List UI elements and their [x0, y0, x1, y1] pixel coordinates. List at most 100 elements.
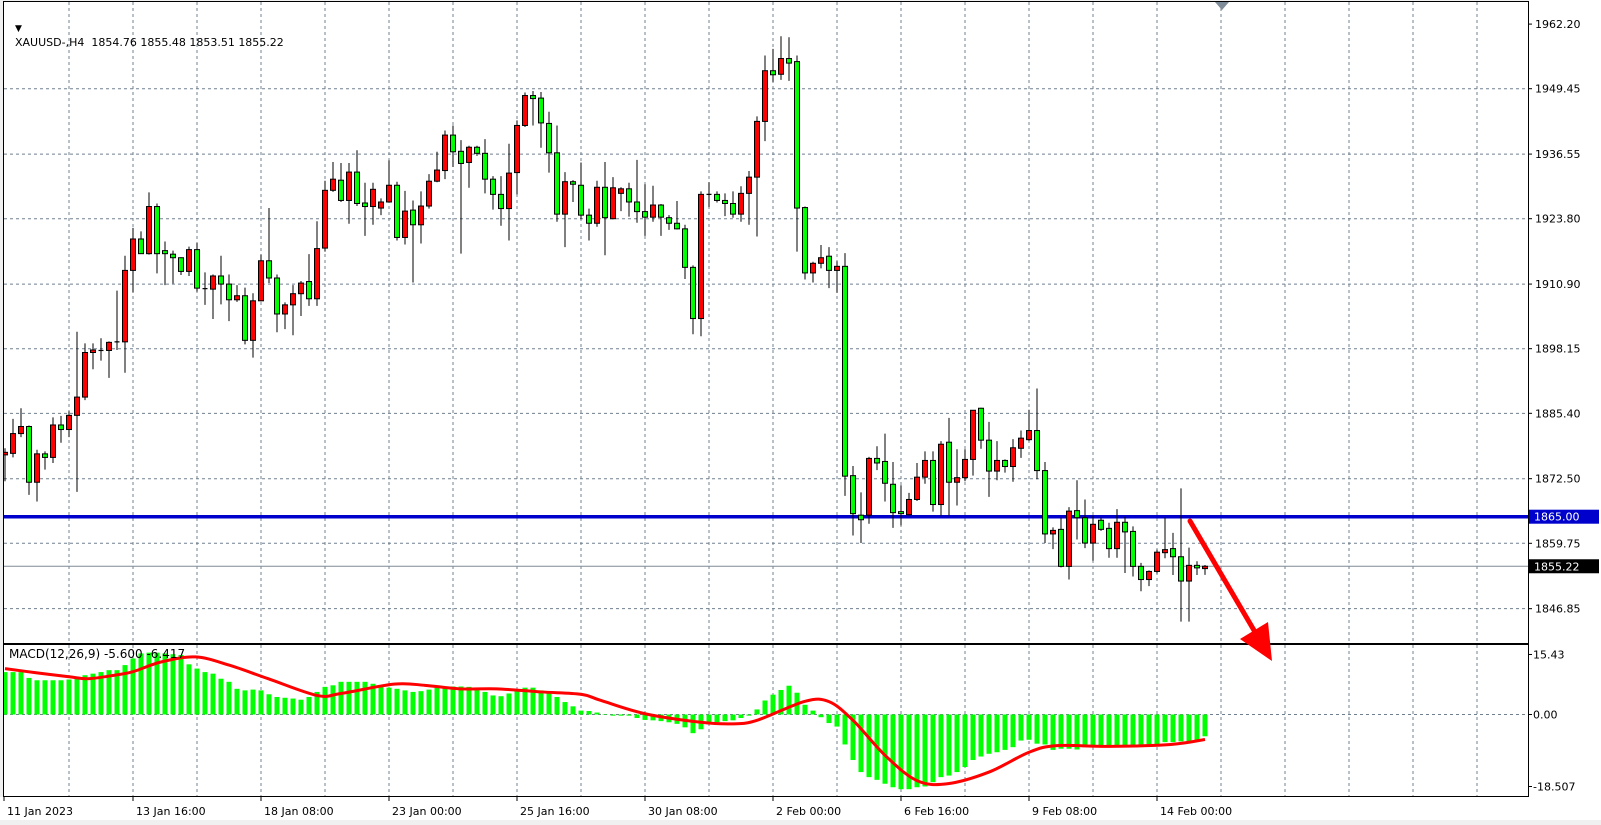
macd-histogram-bar [882, 714, 888, 784]
chart-shift-marker-icon[interactable] [1215, 2, 1229, 10]
candle-body [1162, 549, 1168, 554]
macd-histogram-bar [1050, 714, 1056, 750]
candle [1066, 507, 1072, 580]
candle-body [978, 407, 984, 441]
macd-histogram-bar [1154, 714, 1160, 745]
candle [818, 245, 824, 269]
candle [826, 247, 832, 289]
candle-body [866, 457, 872, 516]
candle [370, 182, 376, 225]
candle [194, 243, 200, 292]
macd-histogram-bar [154, 652, 160, 715]
macd-signal-line [4, 655, 1206, 787]
candle-body [1098, 519, 1104, 530]
candle-body [354, 171, 360, 204]
candle [1122, 516, 1128, 573]
candle [978, 407, 984, 449]
price-label: 1872.50 [1535, 473, 1581, 486]
candle-body [938, 443, 944, 506]
candle-body [170, 253, 176, 259]
macd-histogram-bar [1042, 714, 1048, 745]
macd-histogram-bar [210, 673, 216, 715]
candle [1202, 564, 1208, 575]
macd-histogram-bar [1122, 714, 1128, 747]
time-label: 9 Feb 08:00 [1032, 805, 1097, 818]
candle [1058, 517, 1064, 568]
candle-body [290, 293, 296, 306]
macd-histogram-bar [434, 686, 440, 715]
candle [330, 161, 336, 192]
triangle-down-icon[interactable]: ▼ [15, 24, 22, 34]
candle [314, 221, 320, 306]
candle-body [362, 202, 368, 208]
candle [482, 139, 488, 194]
candle-body [1058, 528, 1064, 567]
candle-body [1082, 517, 1088, 544]
candle [1002, 459, 1008, 473]
candle [898, 485, 904, 526]
macd-histogram-bar [4, 672, 8, 715]
candle [1026, 409, 1032, 442]
macd-histogram-bar [706, 714, 712, 724]
candle-body [1050, 529, 1056, 535]
macd-histogram-bar [850, 714, 856, 761]
candle [162, 241, 168, 286]
candle [1170, 532, 1176, 575]
candle-body [338, 179, 344, 201]
price-axis[interactable] [1529, 0, 1601, 797]
macd-histogram-bar [1034, 714, 1040, 744]
candle [1010, 439, 1016, 482]
candle-body [610, 187, 616, 220]
macd-histogram-bar [514, 690, 520, 715]
macd-histogram-bar [282, 697, 288, 715]
candle-body [674, 222, 680, 230]
macd-histogram-bar [842, 714, 848, 745]
macd-panel[interactable] [3, 644, 1529, 797]
price-label: 1910.90 [1535, 278, 1581, 291]
candle [474, 145, 480, 156]
candle-body [394, 184, 400, 238]
macd-histogram-bar [626, 714, 632, 716]
candle-body [50, 424, 56, 458]
candle-body [386, 184, 392, 203]
candle-body [1074, 510, 1080, 519]
macd-histogram-bar [378, 685, 384, 715]
candle-body [818, 257, 824, 264]
time-axis[interactable] [0, 797, 1601, 820]
candle [906, 492, 912, 516]
candle [570, 180, 576, 202]
candle [298, 281, 304, 317]
candle [362, 182, 368, 236]
candle-body [578, 184, 584, 216]
candle [138, 231, 144, 255]
macd-histogram-bar [138, 653, 144, 715]
candle-body [258, 260, 264, 302]
candle [1074, 480, 1080, 540]
macd-histogram-bar [1090, 714, 1096, 747]
macd-axis-label: 15.43 [1533, 648, 1565, 661]
candle-body [746, 176, 752, 194]
macd-histogram-bar [498, 696, 504, 715]
candle [994, 441, 1000, 481]
candle [114, 290, 120, 350]
candle-body [234, 295, 240, 301]
candle [290, 285, 296, 336]
candle [762, 55, 768, 142]
macd-histogram-bar [1186, 714, 1192, 742]
candle [786, 37, 792, 81]
candle [218, 255, 224, 305]
candle-body [322, 189, 328, 249]
candle [466, 145, 472, 188]
candle [1130, 526, 1136, 577]
candle [386, 160, 392, 203]
macd-histogram-bar [922, 714, 928, 787]
macd-histogram-bar [746, 714, 752, 716]
macd-histogram-bar [1098, 714, 1104, 748]
candle-body [906, 498, 912, 516]
macd-histogram-bar [506, 693, 512, 715]
candle [706, 182, 712, 208]
candles [4, 36, 1208, 622]
candle-body [826, 255, 832, 271]
candle [418, 191, 424, 244]
